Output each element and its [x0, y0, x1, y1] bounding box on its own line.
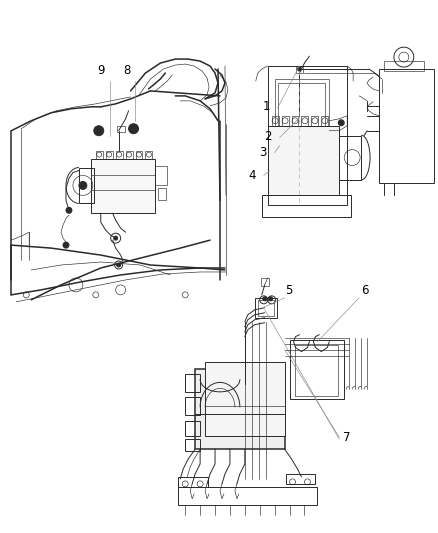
Bar	[125, 151, 132, 158]
Bar	[294, 345, 337, 397]
Text: 3: 3	[259, 146, 266, 159]
Text: 2: 2	[264, 130, 271, 143]
Circle shape	[268, 297, 272, 301]
Bar	[91, 158, 155, 213]
Circle shape	[66, 207, 72, 213]
Bar	[277, 83, 325, 155]
Bar	[257, 300, 273, 316]
Bar	[106, 151, 113, 158]
Bar	[281, 116, 288, 126]
Bar	[254, 298, 276, 318]
Bar	[311, 116, 318, 126]
Bar	[117, 126, 124, 132]
Bar	[271, 116, 278, 126]
Bar	[79, 167, 94, 203]
Bar	[291, 116, 298, 126]
Circle shape	[63, 242, 69, 248]
Circle shape	[262, 297, 266, 301]
Bar	[383, 61, 423, 71]
Bar	[195, 369, 284, 449]
Bar	[115, 151, 122, 158]
Bar	[185, 421, 200, 436]
Bar	[135, 151, 142, 158]
Bar	[178, 477, 208, 487]
Bar	[185, 375, 200, 392]
Bar	[185, 439, 200, 451]
Text: 7: 7	[343, 431, 350, 443]
Text: 9: 9	[97, 64, 104, 77]
Bar	[285, 474, 314, 484]
Text: 5: 5	[285, 284, 292, 297]
Bar	[205, 361, 284, 436]
Bar	[260, 278, 268, 286]
Circle shape	[297, 67, 301, 71]
Bar	[155, 166, 167, 185]
Circle shape	[128, 124, 138, 134]
Bar	[261, 196, 350, 217]
Circle shape	[337, 120, 343, 126]
Bar	[158, 188, 166, 200]
Bar	[178, 487, 317, 505]
Text: 1: 1	[261, 100, 269, 114]
Bar	[295, 66, 303, 73]
Bar	[274, 79, 328, 158]
Circle shape	[94, 126, 103, 136]
Bar	[185, 397, 200, 415]
Circle shape	[117, 263, 120, 267]
Bar	[339, 136, 360, 181]
Bar	[95, 151, 102, 158]
Circle shape	[79, 181, 87, 189]
Bar	[267, 66, 346, 205]
Bar	[289, 340, 343, 399]
Circle shape	[113, 236, 117, 240]
Bar	[267, 126, 339, 196]
Circle shape	[96, 128, 101, 133]
Bar	[145, 151, 152, 158]
Text: 4: 4	[248, 169, 255, 182]
Bar	[301, 116, 308, 126]
Bar	[378, 69, 433, 183]
Text: 6: 6	[360, 284, 368, 297]
Text: 8: 8	[123, 64, 130, 77]
Bar	[321, 116, 328, 126]
